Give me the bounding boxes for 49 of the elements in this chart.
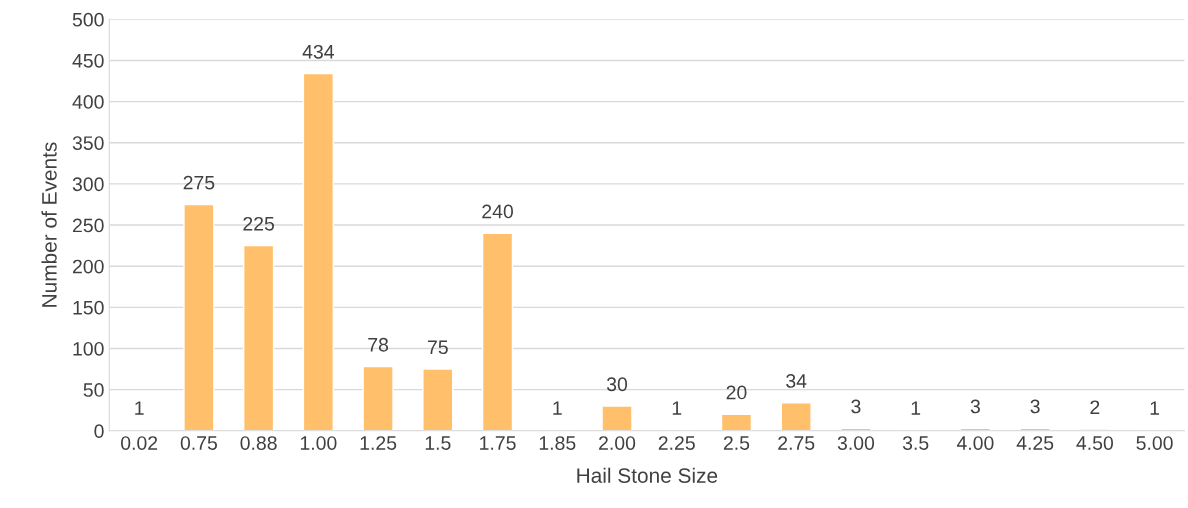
data-label: 225 <box>243 216 275 231</box>
x-tick-label: 3.00 <box>837 436 875 450</box>
y-tick-label: 350 <box>72 136 104 150</box>
x-tick-label: 5.00 <box>1136 436 1173 450</box>
data-label: 3 <box>970 399 980 414</box>
x-tick-label: 3.5 <box>902 436 929 450</box>
x-tick-label: 0.75 <box>180 436 217 450</box>
x-tick-label: 2.5 <box>723 436 750 450</box>
x-tick-label: 1.00 <box>300 436 337 450</box>
x-tick-label: 2.25 <box>658 436 695 450</box>
data-label: 1 <box>911 401 921 415</box>
y-tick-label: 50 <box>83 383 104 397</box>
x-tick-label: 4.50 <box>1076 436 1113 450</box>
data-label: 75 <box>427 340 448 355</box>
y-axis-title: Number of Events <box>41 142 57 307</box>
data-label: 30 <box>606 377 628 392</box>
data-label: 20 <box>726 385 747 400</box>
y-tick-label: 250 <box>72 218 104 233</box>
x-tick-label: 1.75 <box>480 436 516 450</box>
y-tick-label: 100 <box>73 341 104 356</box>
data-label: 240 <box>482 204 513 219</box>
x-tick-label: 0.02 <box>121 436 158 450</box>
x-tick-label: 1.25 <box>360 436 397 450</box>
x-tick-label: 1.5 <box>425 436 451 450</box>
data-label: 34 <box>786 374 807 388</box>
data-label: 3 <box>1030 399 1040 414</box>
y-tick-label: 450 <box>72 53 104 68</box>
data-label: 78 <box>368 337 389 352</box>
y-tick-label: 150 <box>73 300 104 315</box>
x-tick-label: 4.00 <box>956 436 994 450</box>
data-label: 1 <box>553 401 562 415</box>
data-label: 3 <box>851 399 861 414</box>
x-tick-label: 2.75 <box>778 436 815 450</box>
y-tick-label: 400 <box>72 95 104 109</box>
x-tick-label: 1.85 <box>539 436 576 450</box>
data-label: 1 <box>1150 401 1160 415</box>
data-label: 434 <box>302 44 334 59</box>
data-label: 275 <box>183 175 215 190</box>
y-tick-label: 0 <box>94 424 104 439</box>
x-tick-label: 2.00 <box>599 436 636 450</box>
x-axis-title: Hail Stone Size <box>577 467 718 483</box>
data-label: 1 <box>135 401 144 415</box>
y-tick-label: 200 <box>72 259 104 274</box>
y-tick-label: 300 <box>72 177 104 192</box>
x-tick-label: 4.25 <box>1016 436 1054 450</box>
data-label: 2 <box>1090 400 1100 414</box>
x-tick-label: 0.88 <box>240 436 277 450</box>
y-tick-label: 500 <box>72 12 104 27</box>
data-label: 1 <box>672 401 682 415</box>
